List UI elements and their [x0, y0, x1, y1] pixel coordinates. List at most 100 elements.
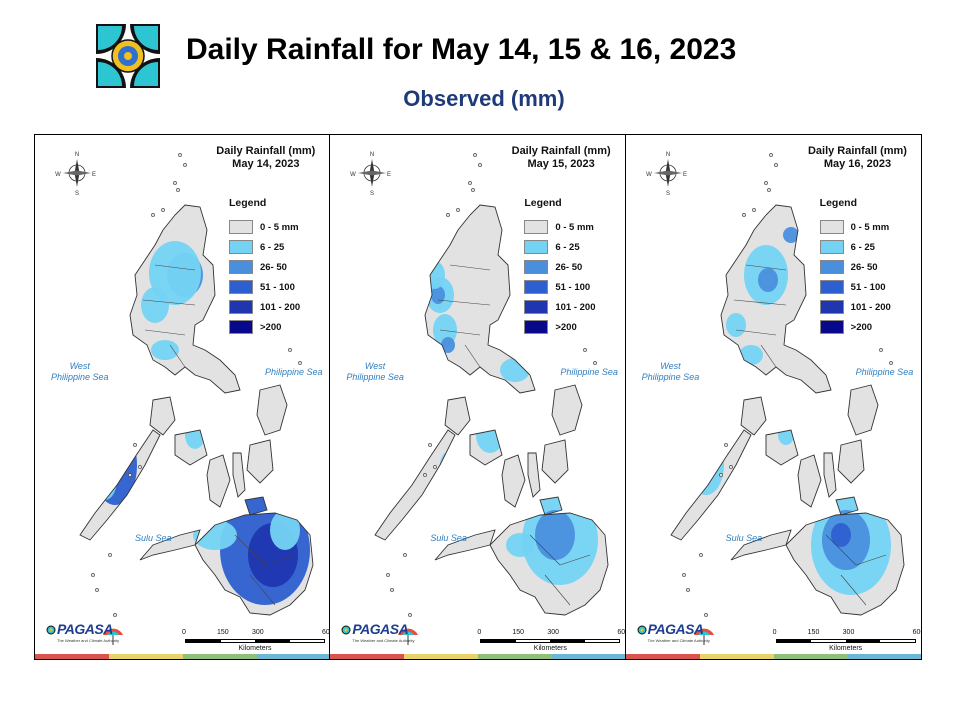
- scale-bar: 0 150 300 600 Kilometers: [182, 629, 329, 652]
- legend-label: 26- 50: [850, 261, 878, 273]
- west-philippine-sea-label: West Philippine Sea: [346, 361, 404, 382]
- province-outlines: [669, 153, 905, 617]
- legend-label: 0 - 5 mm: [260, 221, 299, 233]
- pagasa-seal-logo: [96, 24, 160, 88]
- legend-label: 6 - 25: [555, 241, 580, 253]
- legend-swatch: [819, 280, 844, 294]
- compass-rose-icon: N S E W: [55, 152, 96, 197]
- agency-name: PAGASA: [352, 621, 409, 637]
- sulu-sea-label: Sulu Sea: [135, 533, 172, 543]
- agency-tagline: The Weather and Climate Authority: [647, 638, 710, 643]
- legend-label: 101 - 200: [555, 301, 596, 313]
- compass-label-n: N: [370, 152, 374, 158]
- page-title: Daily Rainfall for May 14, 15 & 16, 2023: [186, 33, 737, 66]
- philippine-sea-label: Philippine Sea: [265, 367, 323, 377]
- sulu-sea-label: Sulu Sea: [430, 533, 467, 543]
- scale-tick-label: 300: [547, 629, 560, 636]
- panel-title: Daily Rainfall (mm) May 15, 2023: [511, 145, 611, 170]
- legend-item: 101 - 200: [524, 297, 595, 317]
- scale-bar: 0 150 300 600 Kilometers: [477, 629, 624, 652]
- philippines-rainfall-map: N S E W: [646, 152, 905, 617]
- compass-label-e: E: [683, 172, 687, 178]
- pagasa-logo: PAGASA The Weather and Climate Authority: [340, 621, 420, 651]
- color-stripe: [35, 654, 330, 659]
- legend-title: Legend: [819, 197, 857, 209]
- legend-item: 51 - 100: [229, 277, 300, 297]
- scale-tick-label: 0: [772, 629, 777, 636]
- legend-label: 101 - 200: [260, 301, 301, 313]
- west-philippine-sea-label: West Philippine Sea: [51, 361, 109, 382]
- map-panel-may-15: N S E W Daily Rainfall (mm) May 15, 2023 Le…: [330, 135, 626, 659]
- compass-label-n: N: [665, 152, 669, 158]
- scale-tick-label: 150: [807, 629, 820, 636]
- legend-label: 26- 50: [260, 261, 287, 273]
- legend-swatch: [524, 220, 549, 234]
- scale-unit: Kilometers: [238, 645, 272, 652]
- scale-tick-label: 150: [512, 629, 525, 636]
- legend-item: 51 - 100: [524, 277, 595, 297]
- scale-tick-label: 0: [477, 629, 482, 636]
- rainfall-map-panels: N S E W Daily Rainfall (mm) May 14, 2023 Le…: [34, 134, 922, 660]
- legend-swatch: [229, 300, 253, 314]
- legend-title: Legend: [229, 197, 267, 209]
- legend-swatch: [819, 260, 844, 274]
- legend-item: 0 - 5 mm: [819, 217, 891, 237]
- legend-item: 26- 50: [524, 257, 595, 277]
- legend-swatch: [524, 300, 549, 314]
- compass-label-n: N: [75, 152, 79, 158]
- legend-item: 6 - 25: [524, 237, 595, 257]
- legend-item: 0 - 5 mm: [524, 217, 595, 237]
- scale-tick-label: 600: [912, 629, 921, 636]
- legend-title: Legend: [524, 197, 562, 209]
- legend-swatch: [229, 220, 253, 234]
- scale-tick-label: 600: [617, 629, 626, 636]
- panel-title: Daily Rainfall (mm) May 16, 2023: [807, 145, 907, 170]
- scale-unit: Kilometers: [533, 645, 567, 652]
- legend-label: 51 - 100: [850, 281, 886, 293]
- legend-swatch: [229, 280, 253, 294]
- legend-label: 51 - 100: [555, 281, 591, 293]
- pagasa-logo: PAGASA The Weather and Climate Authority: [45, 621, 125, 651]
- legend-swatch: [524, 280, 549, 294]
- legend-swatch: [524, 240, 549, 254]
- philippines-rainfall-map: N S E W: [350, 152, 609, 617]
- compass-label-s: S: [666, 191, 670, 197]
- compass-label-w: W: [350, 172, 356, 178]
- legend-label: >200: [260, 321, 282, 333]
- scale-bar: 0 150 300 600 Kilometers: [772, 629, 921, 652]
- west-philippine-sea-label: West Philippine Sea: [641, 361, 700, 382]
- legend-swatch: [819, 300, 844, 314]
- legend-item: 26- 50: [229, 257, 300, 277]
- legend-swatch: [819, 240, 844, 254]
- legend-item: 51 - 100: [819, 277, 891, 297]
- legend-label: 26- 50: [555, 261, 583, 273]
- legend-item: >200: [524, 317, 595, 337]
- legend-item: >200: [819, 317, 891, 337]
- legend-item: 6 - 25: [229, 237, 300, 257]
- legend-item: 101 - 200: [819, 297, 891, 317]
- scale-tick-label: 300: [252, 629, 264, 636]
- scale-tick-label: 600: [322, 629, 330, 636]
- legend-swatch: [819, 220, 844, 234]
- legend-label: 0 - 5 mm: [850, 221, 890, 233]
- scale-tick-label: 300: [842, 629, 855, 636]
- scale-tick-label: 0: [182, 629, 186, 636]
- agency-tagline: The Weather and Climate Authority: [352, 638, 415, 643]
- province-outlines: [79, 153, 314, 617]
- scale-unit: Kilometers: [829, 645, 863, 652]
- legend-label: >200: [555, 321, 577, 333]
- agency-name: PAGASA: [57, 621, 113, 637]
- legend-swatch: [524, 260, 549, 274]
- color-stripe: [625, 654, 921, 659]
- legend-item: 0 - 5 mm: [229, 217, 300, 237]
- compass-rose-icon: N S E W: [350, 152, 391, 197]
- sulu-sea-label: Sulu Sea: [725, 533, 763, 543]
- legend-item: 101 - 200: [229, 297, 300, 317]
- compass-label-w: W: [55, 172, 61, 178]
- legend-item: 6 - 25: [819, 237, 891, 257]
- color-stripe: [330, 654, 625, 659]
- compass-label-e: E: [387, 172, 391, 178]
- legend-label: 6 - 25: [260, 241, 285, 253]
- agency-tagline: The Weather and Climate Authority: [57, 638, 120, 643]
- legend: Legend 0 - 5 mm 6 - 25 26- 50 51 - 100 101 - …: [819, 197, 891, 337]
